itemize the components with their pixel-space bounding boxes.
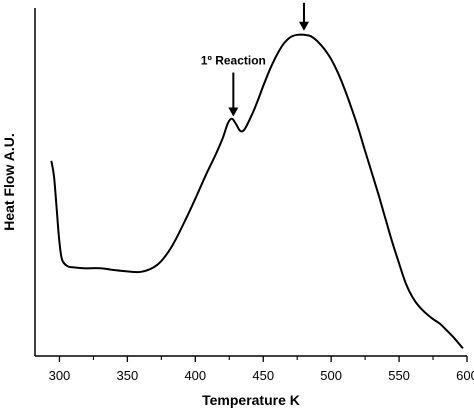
chart-axes: [34, 8, 467, 357]
x-tick-label: 300: [49, 368, 71, 383]
x-tick-label: 400: [184, 368, 206, 383]
series-group: [50, 33, 464, 349]
annotations: 1º Reaction2º Reaction: [201, 2, 309, 117]
series-line: [50, 33, 464, 349]
y-axis-title: Heat Flow A.U.: [1, 133, 17, 231]
x-tick-label: 500: [320, 368, 342, 383]
x-tick-label: 550: [388, 368, 410, 383]
x-axis-title: Temperature K: [202, 392, 300, 408]
annotation-arrow-head: [298, 21, 309, 31]
annotation-label: 1º Reaction: [201, 54, 266, 68]
annotation-arrow-head: [228, 107, 239, 117]
x-tick-label: 450: [252, 368, 274, 383]
x-tick-label: 600: [456, 368, 474, 383]
x-ticks: 300 350 400 450 500 550 600: [49, 356, 474, 383]
x-tick-label: 350: [117, 368, 139, 383]
